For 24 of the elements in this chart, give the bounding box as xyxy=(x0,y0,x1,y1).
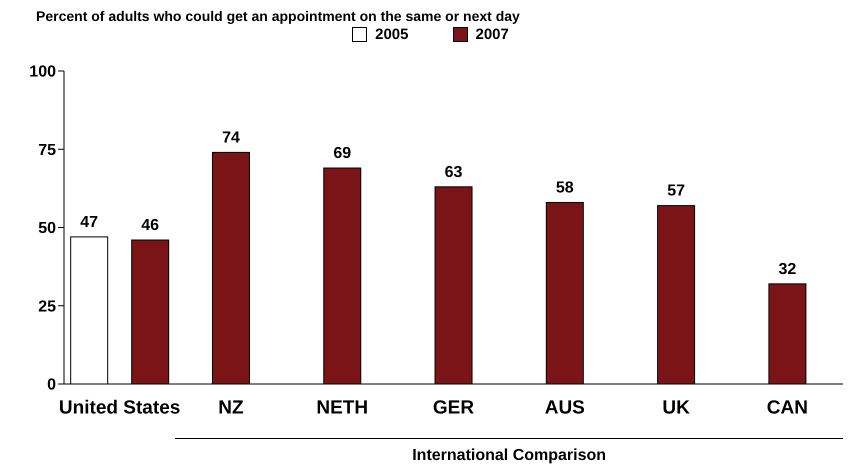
data-label: 47 xyxy=(80,214,98,231)
y-tick-label: 25 xyxy=(38,298,56,316)
data-label: 32 xyxy=(778,260,796,278)
y-tick-label: 50 xyxy=(38,220,56,238)
data-label: 69 xyxy=(333,145,352,162)
y-tick-label: 75 xyxy=(38,142,56,159)
x-tick-label: GER xyxy=(432,397,474,418)
data-label: 58 xyxy=(556,179,574,196)
legend-label: 2005 xyxy=(375,26,408,43)
chart-title: Percent of adults who could get an appointment on the same or next day xyxy=(36,8,521,24)
x-tick-label: CAN xyxy=(766,397,808,418)
x-tick-label: NETH xyxy=(316,397,368,418)
x-tick-label: United States xyxy=(58,397,180,418)
y-tick-label: 0 xyxy=(47,376,56,394)
y-tick-label: 100 xyxy=(29,64,56,81)
legend-label: 2007 xyxy=(476,26,509,43)
x-tick-label: AUS xyxy=(544,397,585,418)
data-label: 46 xyxy=(141,217,160,234)
text: International Comparison xyxy=(411,447,608,465)
x-tick-label: NZ xyxy=(218,397,244,418)
x-tick-label: UK xyxy=(662,397,690,418)
data-label: 63 xyxy=(444,164,463,181)
data-label: 74 xyxy=(222,129,240,146)
data-label: 57 xyxy=(667,182,686,200)
